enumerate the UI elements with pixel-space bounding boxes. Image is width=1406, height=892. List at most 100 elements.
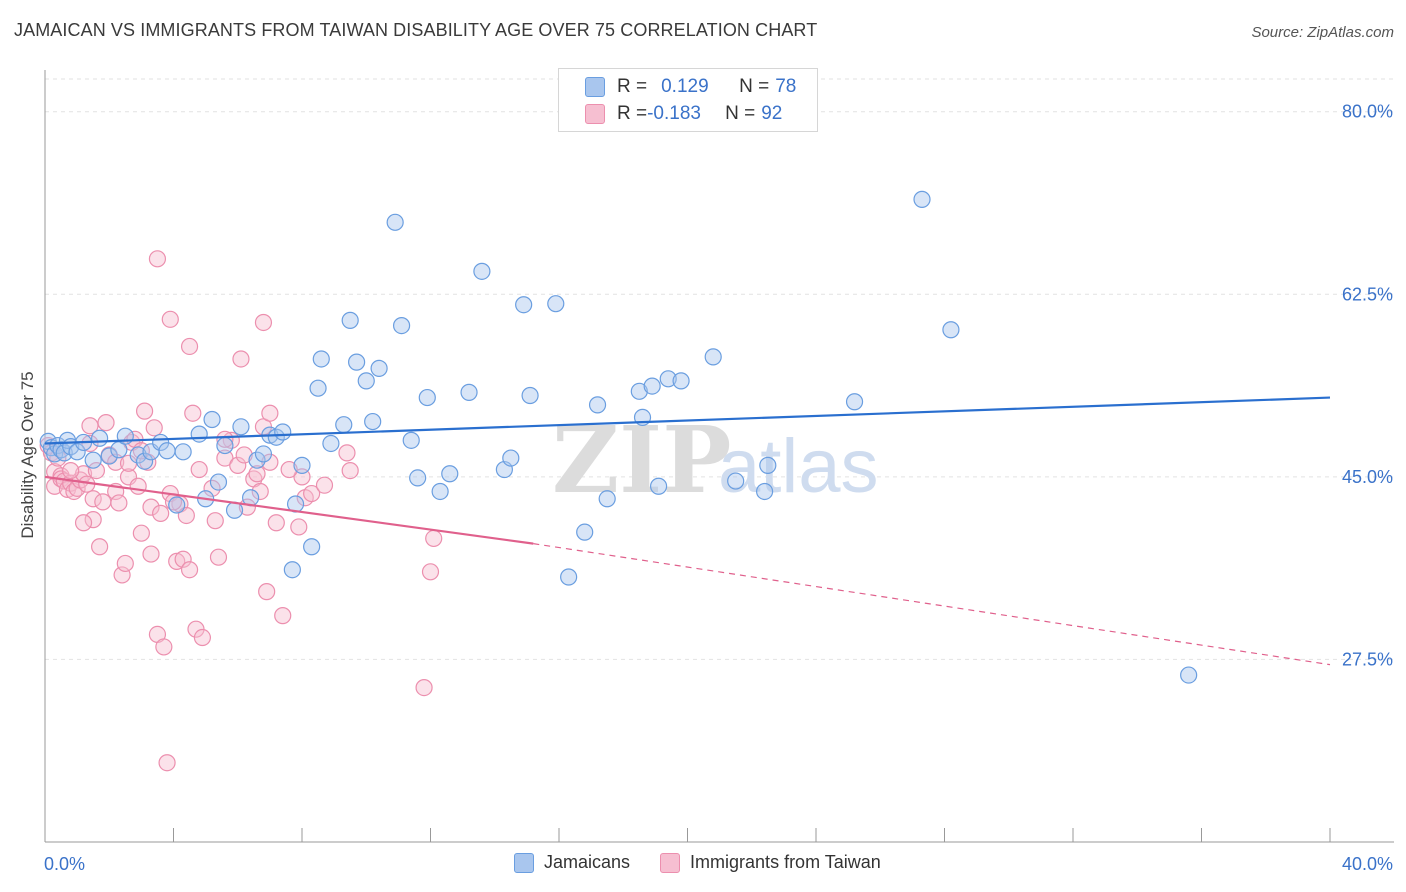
point-taiwan (180, 337, 199, 356)
point-taiwan (155, 638, 173, 656)
point-taiwan (341, 462, 359, 480)
point-taiwan (209, 548, 228, 566)
point-jamaican (659, 370, 677, 388)
legend-swatch-blue (585, 77, 605, 97)
legend-swatch-blue (514, 852, 534, 873)
point-taiwan (251, 482, 269, 501)
point-jamaican (649, 477, 668, 495)
point-taiwan (81, 417, 99, 435)
point-taiwan (81, 434, 99, 453)
point-jamaican (473, 262, 491, 280)
point-taiwan (129, 477, 147, 495)
point-jamaican (560, 568, 578, 586)
point-jamaican (293, 456, 311, 474)
n-label: N = (739, 76, 770, 97)
point-taiwan (116, 554, 134, 573)
legend-swatch-pink (660, 852, 681, 873)
point-jamaican (68, 443, 86, 461)
y-tick-label: 62.5% (1342, 284, 1393, 304)
point-jamaican (672, 372, 690, 390)
trend-line-taiwan-extension (533, 543, 1331, 666)
point-taiwan (254, 313, 273, 332)
point-jamaican (759, 456, 777, 474)
point-taiwan (148, 250, 167, 268)
point-jamaican (232, 418, 250, 436)
point-jamaican (515, 296, 533, 314)
point-jamaican (727, 472, 745, 490)
legend-item-jamaicans[interactable]: Jamaicans (514, 852, 630, 873)
trend-line-taiwan (44, 475, 534, 545)
point-taiwan (62, 462, 80, 480)
point-taiwan (132, 524, 150, 542)
legend-label-jamaicans: Jamaicans (544, 852, 631, 872)
point-jamaican (942, 321, 960, 339)
point-jamaican (460, 383, 478, 401)
legend-row-taiwan: R = -0.183 N = 92 (585, 101, 782, 127)
n-value: 78 (775, 76, 797, 97)
y-tick-label: 80.0% (1342, 102, 1393, 122)
legend-item-taiwan[interactable]: Immigrants from Taiwan (660, 852, 881, 873)
n-value: 92 (761, 103, 783, 124)
point-jamaican (630, 382, 648, 400)
point-jamaican (576, 523, 594, 541)
point-jamaican (158, 442, 176, 460)
point-jamaican (418, 388, 436, 407)
point-jamaican (431, 482, 449, 501)
source-label: Source: ZipAtlas.com (1251, 24, 1394, 41)
point-jamaican (322, 434, 340, 453)
point-taiwan (142, 498, 160, 516)
point-jamaican (402, 431, 420, 449)
point-jamaican (845, 393, 864, 411)
point-jamaican (216, 436, 234, 455)
point-taiwan (161, 310, 179, 328)
point-taiwan (184, 404, 202, 422)
point-taiwan (87, 462, 106, 480)
point-taiwan (261, 404, 279, 422)
point-taiwan (84, 511, 102, 529)
point-jamaican (274, 423, 292, 441)
point-jamaican (598, 490, 616, 508)
series-jamaicans (39, 190, 1198, 684)
point-jamaican (254, 445, 273, 463)
watermark: ZIP atlas (552, 406, 879, 514)
point-jamaican (502, 449, 520, 467)
point-jamaican (341, 311, 359, 329)
point-jamaican (248, 451, 266, 469)
point-jamaican (547, 295, 565, 313)
point-taiwan (174, 550, 192, 568)
point-taiwan (91, 538, 109, 556)
point-taiwan (248, 465, 266, 483)
point-jamaican (704, 348, 722, 366)
point-jamaican (755, 482, 774, 501)
point-jamaican (386, 213, 404, 231)
n-label: N = (725, 103, 756, 124)
x-tick-label: 0.0% (44, 854, 85, 874)
point-jamaican (84, 451, 102, 469)
point-jamaican (913, 190, 931, 208)
y-tick-label: 45.0% (1342, 467, 1393, 487)
point-taiwan (258, 583, 276, 601)
point-taiwan (232, 350, 250, 368)
legend-swatch-pink (585, 104, 605, 124)
point-taiwan (415, 678, 433, 697)
legend-label-taiwan: Immigrants from Taiwan (690, 852, 881, 872)
chart-title: JAMAICAN VS IMMIGRANTS FROM TAIWAN DISAB… (14, 20, 818, 40)
point-taiwan (135, 402, 154, 420)
point-jamaican (100, 447, 118, 465)
axes (44, 70, 1394, 843)
point-jamaican (190, 425, 208, 443)
x-tick-labels: 0.0% 40.0% (44, 854, 1393, 874)
point-taiwan (145, 419, 163, 437)
point-taiwan (274, 607, 292, 625)
point-jamaican (588, 396, 607, 414)
point-jamaican (521, 386, 539, 405)
point-jamaican (283, 561, 301, 579)
r-label: R = (617, 103, 648, 124)
point-jamaican (135, 452, 154, 470)
point-taiwan (267, 514, 285, 532)
point-taiwan (142, 545, 160, 563)
point-taiwan (97, 414, 115, 432)
point-jamaican (1180, 666, 1198, 684)
point-taiwan (421, 563, 440, 581)
x-tick-label: 40.0% (1342, 854, 1393, 874)
